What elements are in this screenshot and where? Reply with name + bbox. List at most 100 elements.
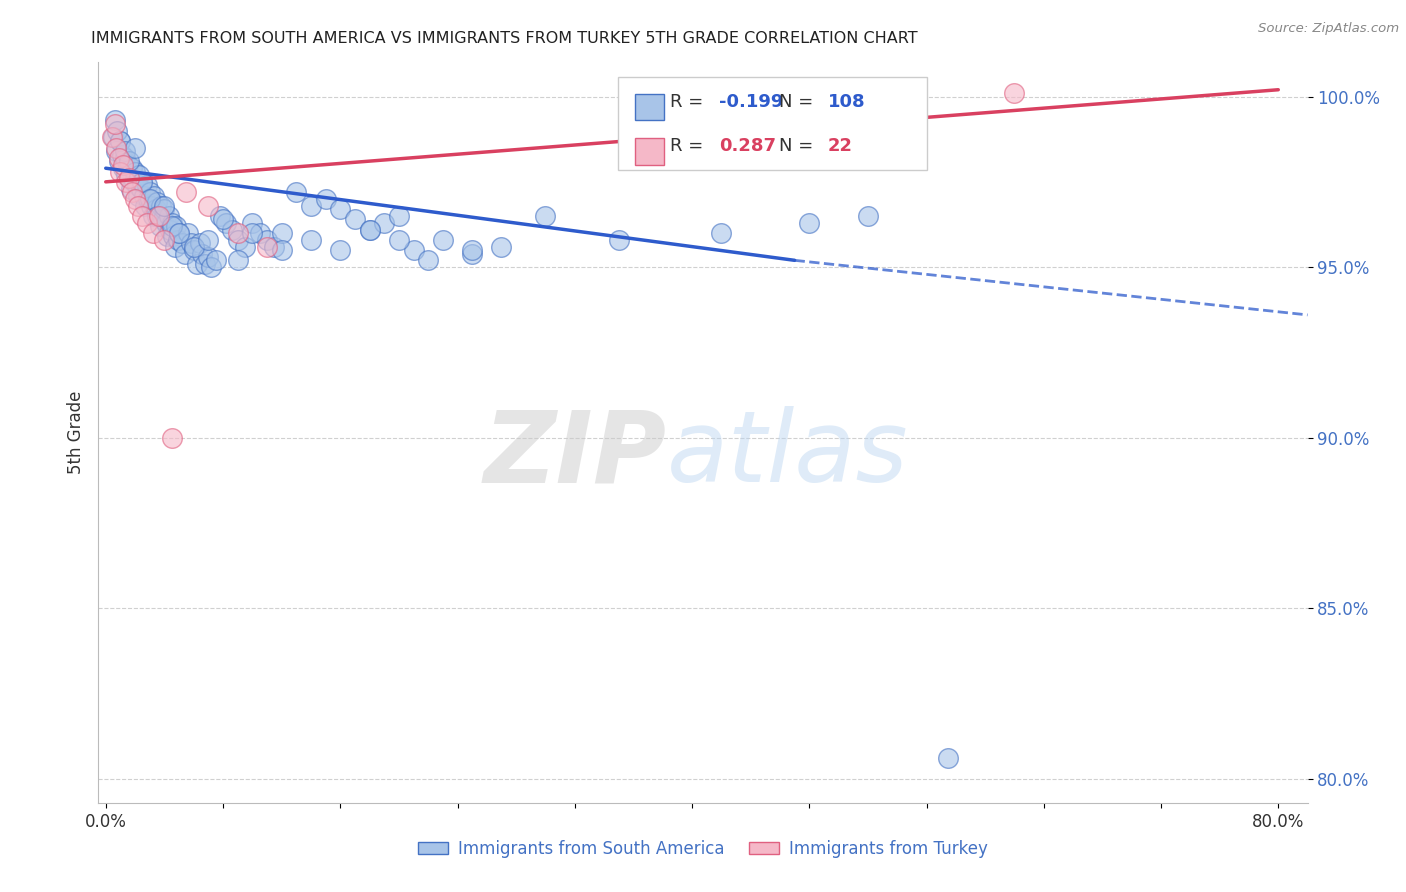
Text: N =: N = [779,137,820,155]
Point [167,226,190,240]
Point [110,134,132,148]
FancyBboxPatch shape [636,94,664,120]
Point [127,188,149,202]
Point [129,182,152,196]
Point [174,246,197,260]
Point [170,236,193,251]
Point [226,233,249,247]
Point [799,216,821,230]
Point [157,209,180,223]
Point [249,226,271,240]
Point [160,431,183,445]
Point [186,257,208,271]
Text: 108: 108 [828,93,865,111]
Point [163,240,186,254]
Point [263,240,285,254]
Point [200,260,222,274]
Point [710,226,733,240]
Point [101,130,124,145]
Point [112,161,135,176]
Point [107,123,129,137]
Point [120,182,142,196]
Point [607,233,630,247]
Point [121,185,143,199]
Point [373,216,395,230]
Point [388,209,411,223]
Point [329,202,352,216]
Point [138,192,160,206]
Point [240,226,263,240]
Point [418,253,440,268]
Point [152,212,174,227]
Point [188,236,211,251]
Point [103,113,125,128]
Point [461,246,484,260]
Text: IMMIGRANTS FROM SOUTH AMERICA VS IMMIGRANTS FROM TURKEY 5TH GRADE CORRELATION CH: IMMIGRANTS FROM SOUTH AMERICA VS IMMIGRA… [91,31,918,46]
Point [115,168,138,182]
Point [938,751,960,765]
Text: N =: N = [779,93,820,111]
Point [402,243,425,257]
Point [150,199,173,213]
FancyBboxPatch shape [636,138,664,165]
Point [143,188,166,202]
Point [103,117,125,131]
Point [299,199,322,213]
Point [108,151,131,165]
Point [1004,86,1026,100]
Point [159,222,181,236]
Point [121,161,143,176]
Point [491,240,513,254]
Point [146,209,169,223]
Point [145,202,167,216]
Point [197,233,219,247]
Text: ZIP: ZIP [484,407,666,503]
Point [153,202,176,216]
Point [132,188,155,202]
Point [233,240,256,254]
Point [124,141,146,155]
Point [176,185,198,199]
Point [183,240,205,254]
Text: R =: R = [671,93,710,111]
Point [131,209,153,223]
Point [118,171,141,186]
Point [270,243,292,257]
Point [110,164,132,178]
Point [141,199,163,213]
Y-axis label: 5th Grade: 5th Grade [66,391,84,475]
Point [146,195,169,210]
Legend: Immigrants from South America, Immigrants from Turkey: Immigrants from South America, Immigrant… [411,833,995,865]
Point [148,209,170,223]
Point [285,185,308,199]
Point [461,243,484,257]
Point [343,212,366,227]
Point [110,134,132,148]
Point [108,154,131,169]
Point [128,168,150,182]
Point [118,154,141,169]
Point [162,229,184,244]
Point [221,222,243,236]
Point [197,250,219,264]
Text: Source: ZipAtlas.com: Source: ZipAtlas.com [1258,22,1399,36]
Point [329,243,352,257]
Point [183,243,205,257]
Point [432,233,454,247]
Text: atlas: atlas [666,407,908,503]
Point [191,246,214,260]
Point [142,226,165,240]
Point [114,144,136,158]
Text: R =: R = [671,137,710,155]
Point [114,151,136,165]
Point [226,253,249,268]
Point [388,233,411,247]
Point [149,219,172,234]
Point [134,199,156,213]
Point [135,216,157,230]
Point [215,216,238,230]
Point [167,226,190,240]
Point [180,236,202,251]
Point [165,219,187,234]
Point [299,233,322,247]
